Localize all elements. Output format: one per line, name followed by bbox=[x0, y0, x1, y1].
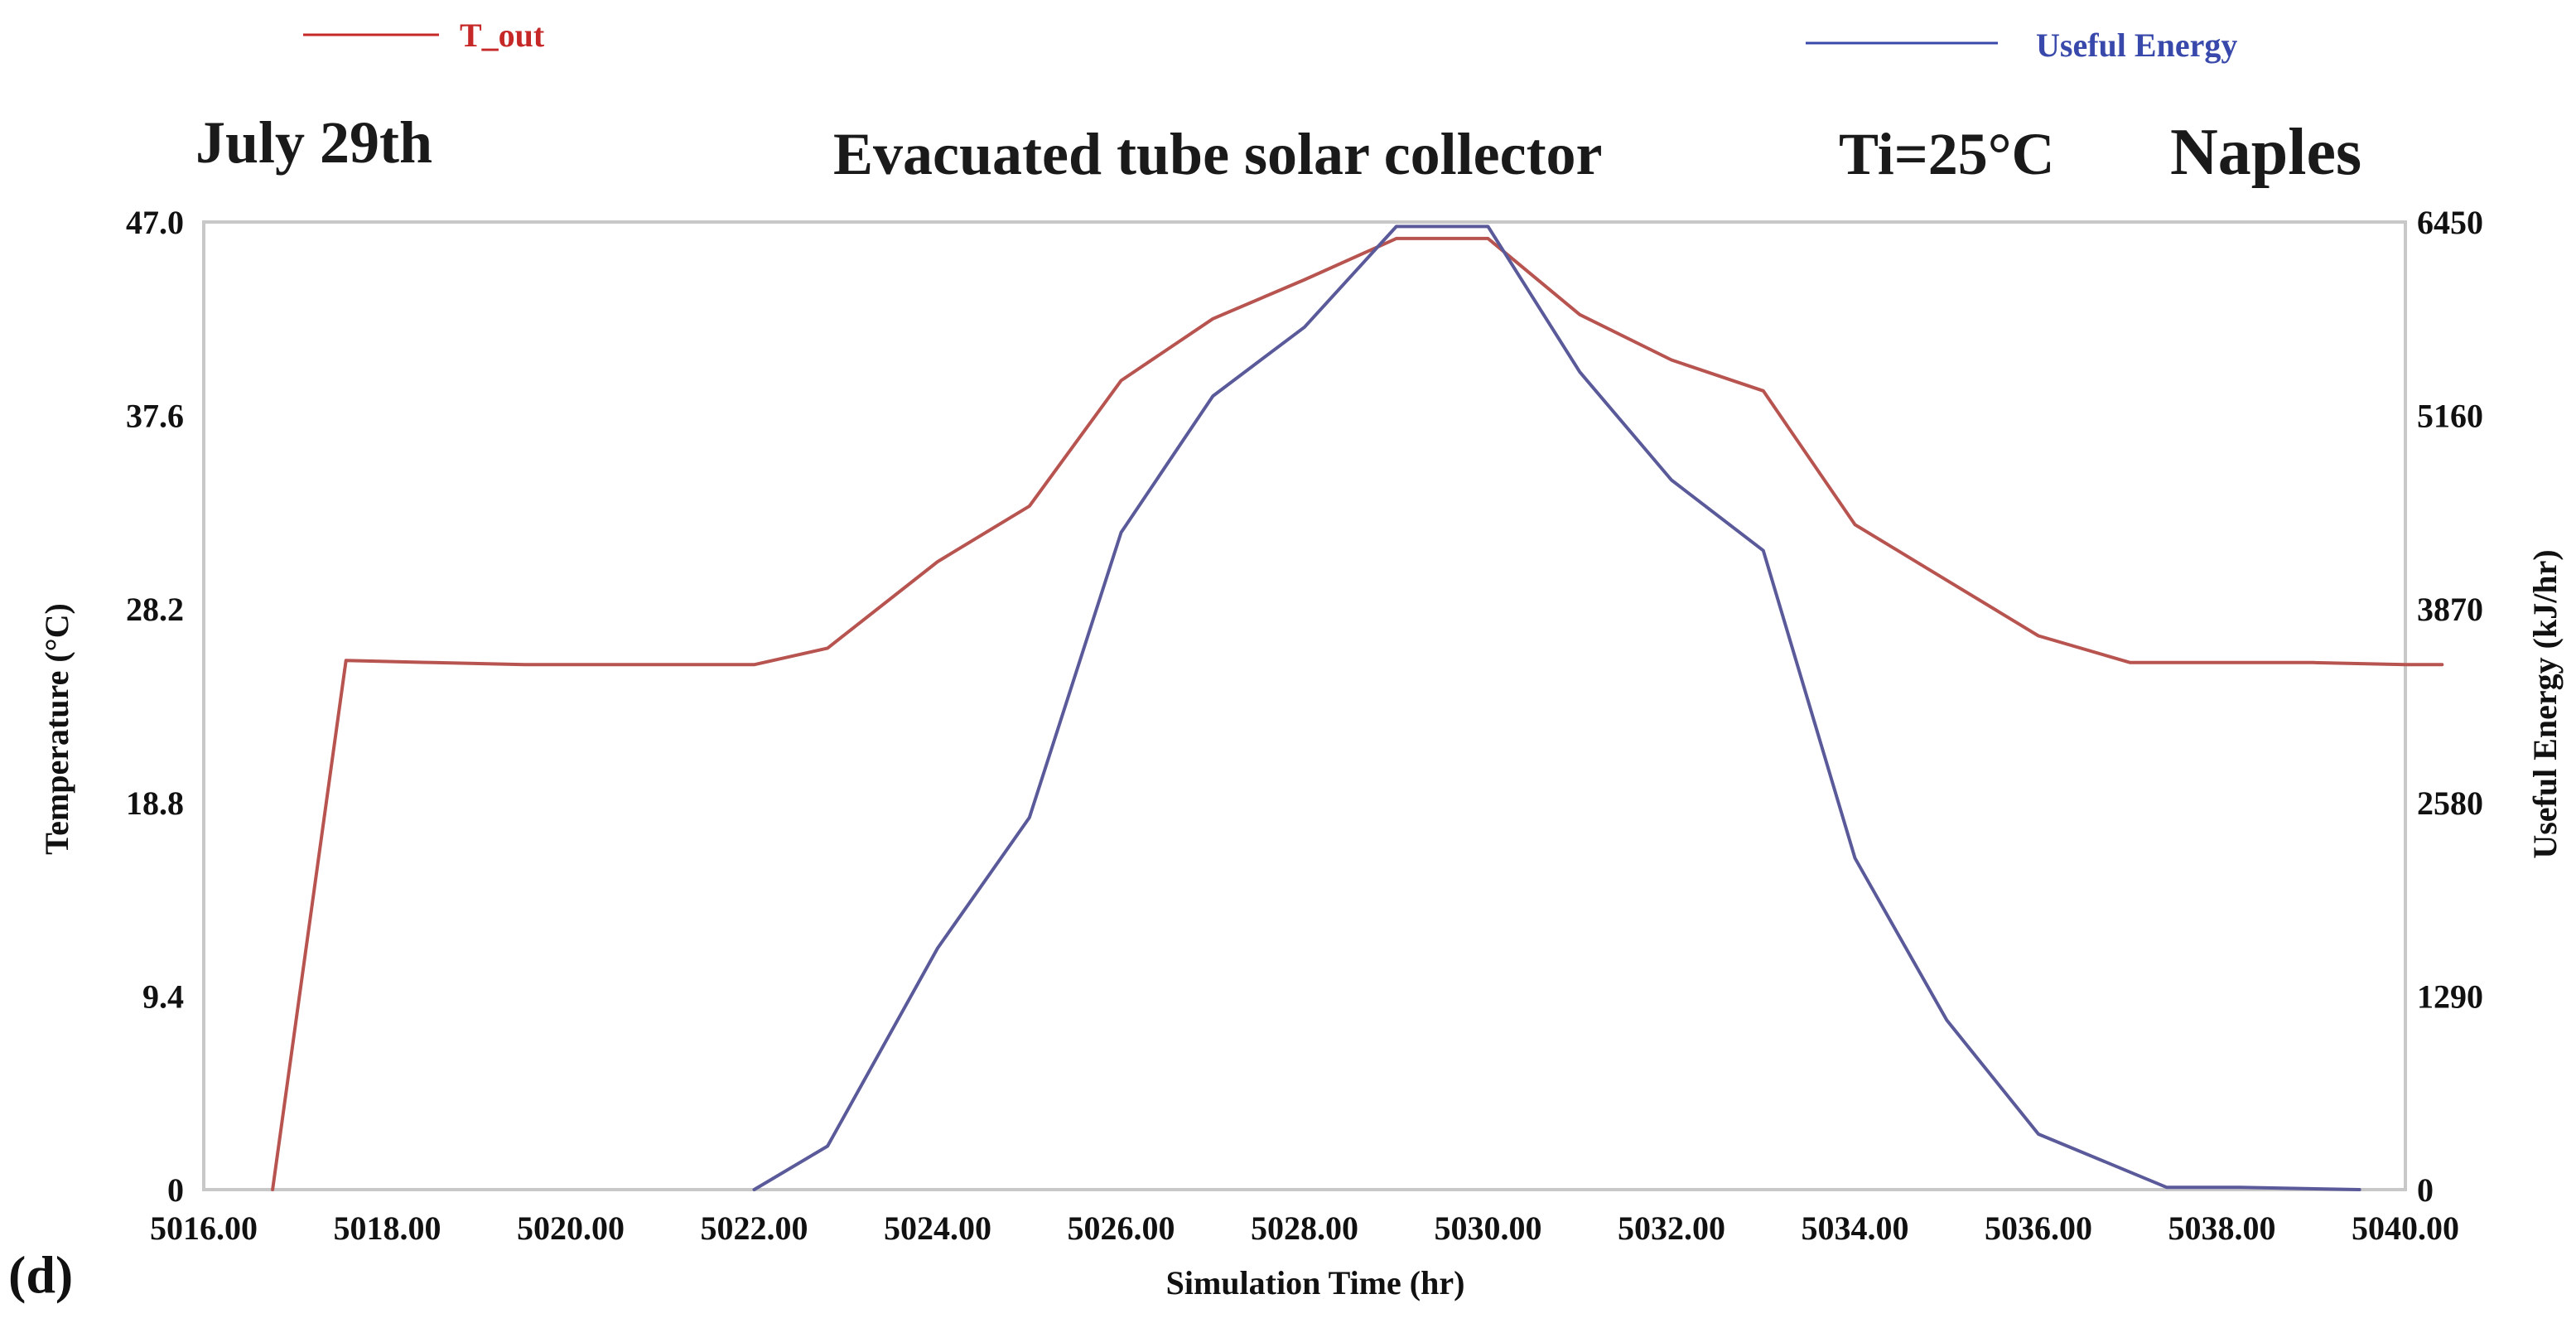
legend: T_out Useful Energy bbox=[303, 17, 2237, 64]
y-right-tick-labels: 0 1290 2580 3870 5160 6450 bbox=[2417, 204, 2483, 1209]
x-tick-label: 5036.00 bbox=[1985, 1210, 2092, 1247]
panel-label: (d) bbox=[8, 1245, 73, 1304]
series-group bbox=[271, 225, 2444, 1191]
x-tick-label: 5038.00 bbox=[2168, 1210, 2276, 1247]
date-label: July 29th bbox=[195, 109, 432, 176]
x-tick-label: 5024.00 bbox=[884, 1210, 991, 1247]
x-axis-title: Simulation Time (hr) bbox=[1166, 1264, 1465, 1301]
y-left-tick-label: 18.8 bbox=[126, 785, 184, 822]
y-right-tick-label: 0 bbox=[2417, 1171, 2434, 1209]
x-tick-label: 5032.00 bbox=[1618, 1210, 1725, 1247]
x-tick-label: 5030.00 bbox=[1435, 1210, 1542, 1247]
y-right-axis-title: Useful Energy (kJ/hr) bbox=[2526, 549, 2564, 858]
x-tick-label: 5020.00 bbox=[517, 1210, 625, 1247]
y-right-tick-label: 6450 bbox=[2417, 204, 2483, 241]
y-left-axis-title: Temperature (°C) bbox=[38, 603, 75, 855]
y-right-tick-label: 5160 bbox=[2417, 398, 2483, 435]
x-tick-label: 5028.00 bbox=[1251, 1210, 1358, 1247]
y-left-tick-label: 9.4 bbox=[142, 978, 184, 1015]
y-left-tick-label: 37.6 bbox=[126, 398, 184, 435]
plot-area bbox=[202, 220, 2407, 1191]
y-left-tick-labels: 0 9.4 18.8 28.2 37.6 47.0 bbox=[126, 204, 184, 1209]
x-tick-label: 5018.00 bbox=[334, 1210, 441, 1247]
x-tick-label: 5040.00 bbox=[2352, 1210, 2459, 1247]
y-right-tick-label: 3870 bbox=[2417, 591, 2483, 628]
x-tick-labels: 5016.00 5018.00 5020.00 5022.00 5024.00 5026.… bbox=[150, 1210, 2459, 1247]
series-line-t-out bbox=[271, 236, 2444, 1191]
legend-label-useful-energy: Useful Energy bbox=[2036, 27, 2237, 64]
location-label: Naples bbox=[2170, 116, 2361, 189]
x-tick-label: 5026.00 bbox=[1068, 1210, 1175, 1247]
y-left-tick-label: 0 bbox=[167, 1171, 184, 1209]
series-line-useful-energy bbox=[752, 225, 2361, 1191]
y-left-tick-label: 47.0 bbox=[126, 204, 184, 241]
y-left-tick-label: 28.2 bbox=[126, 591, 184, 628]
x-tick-label: 5022.00 bbox=[701, 1210, 808, 1247]
y-right-tick-label: 1290 bbox=[2417, 978, 2483, 1015]
x-tick-label: 5034.00 bbox=[1802, 1210, 1909, 1247]
inlet-temperature-label: Ti=25°C bbox=[1839, 121, 2055, 187]
y-right-tick-label: 2580 bbox=[2417, 785, 2483, 822]
chart-title: Evacuated tube solar collector bbox=[833, 121, 1603, 187]
x-tick-label: 5016.00 bbox=[150, 1210, 258, 1247]
legend-label-t-out: T_out bbox=[460, 17, 545, 54]
